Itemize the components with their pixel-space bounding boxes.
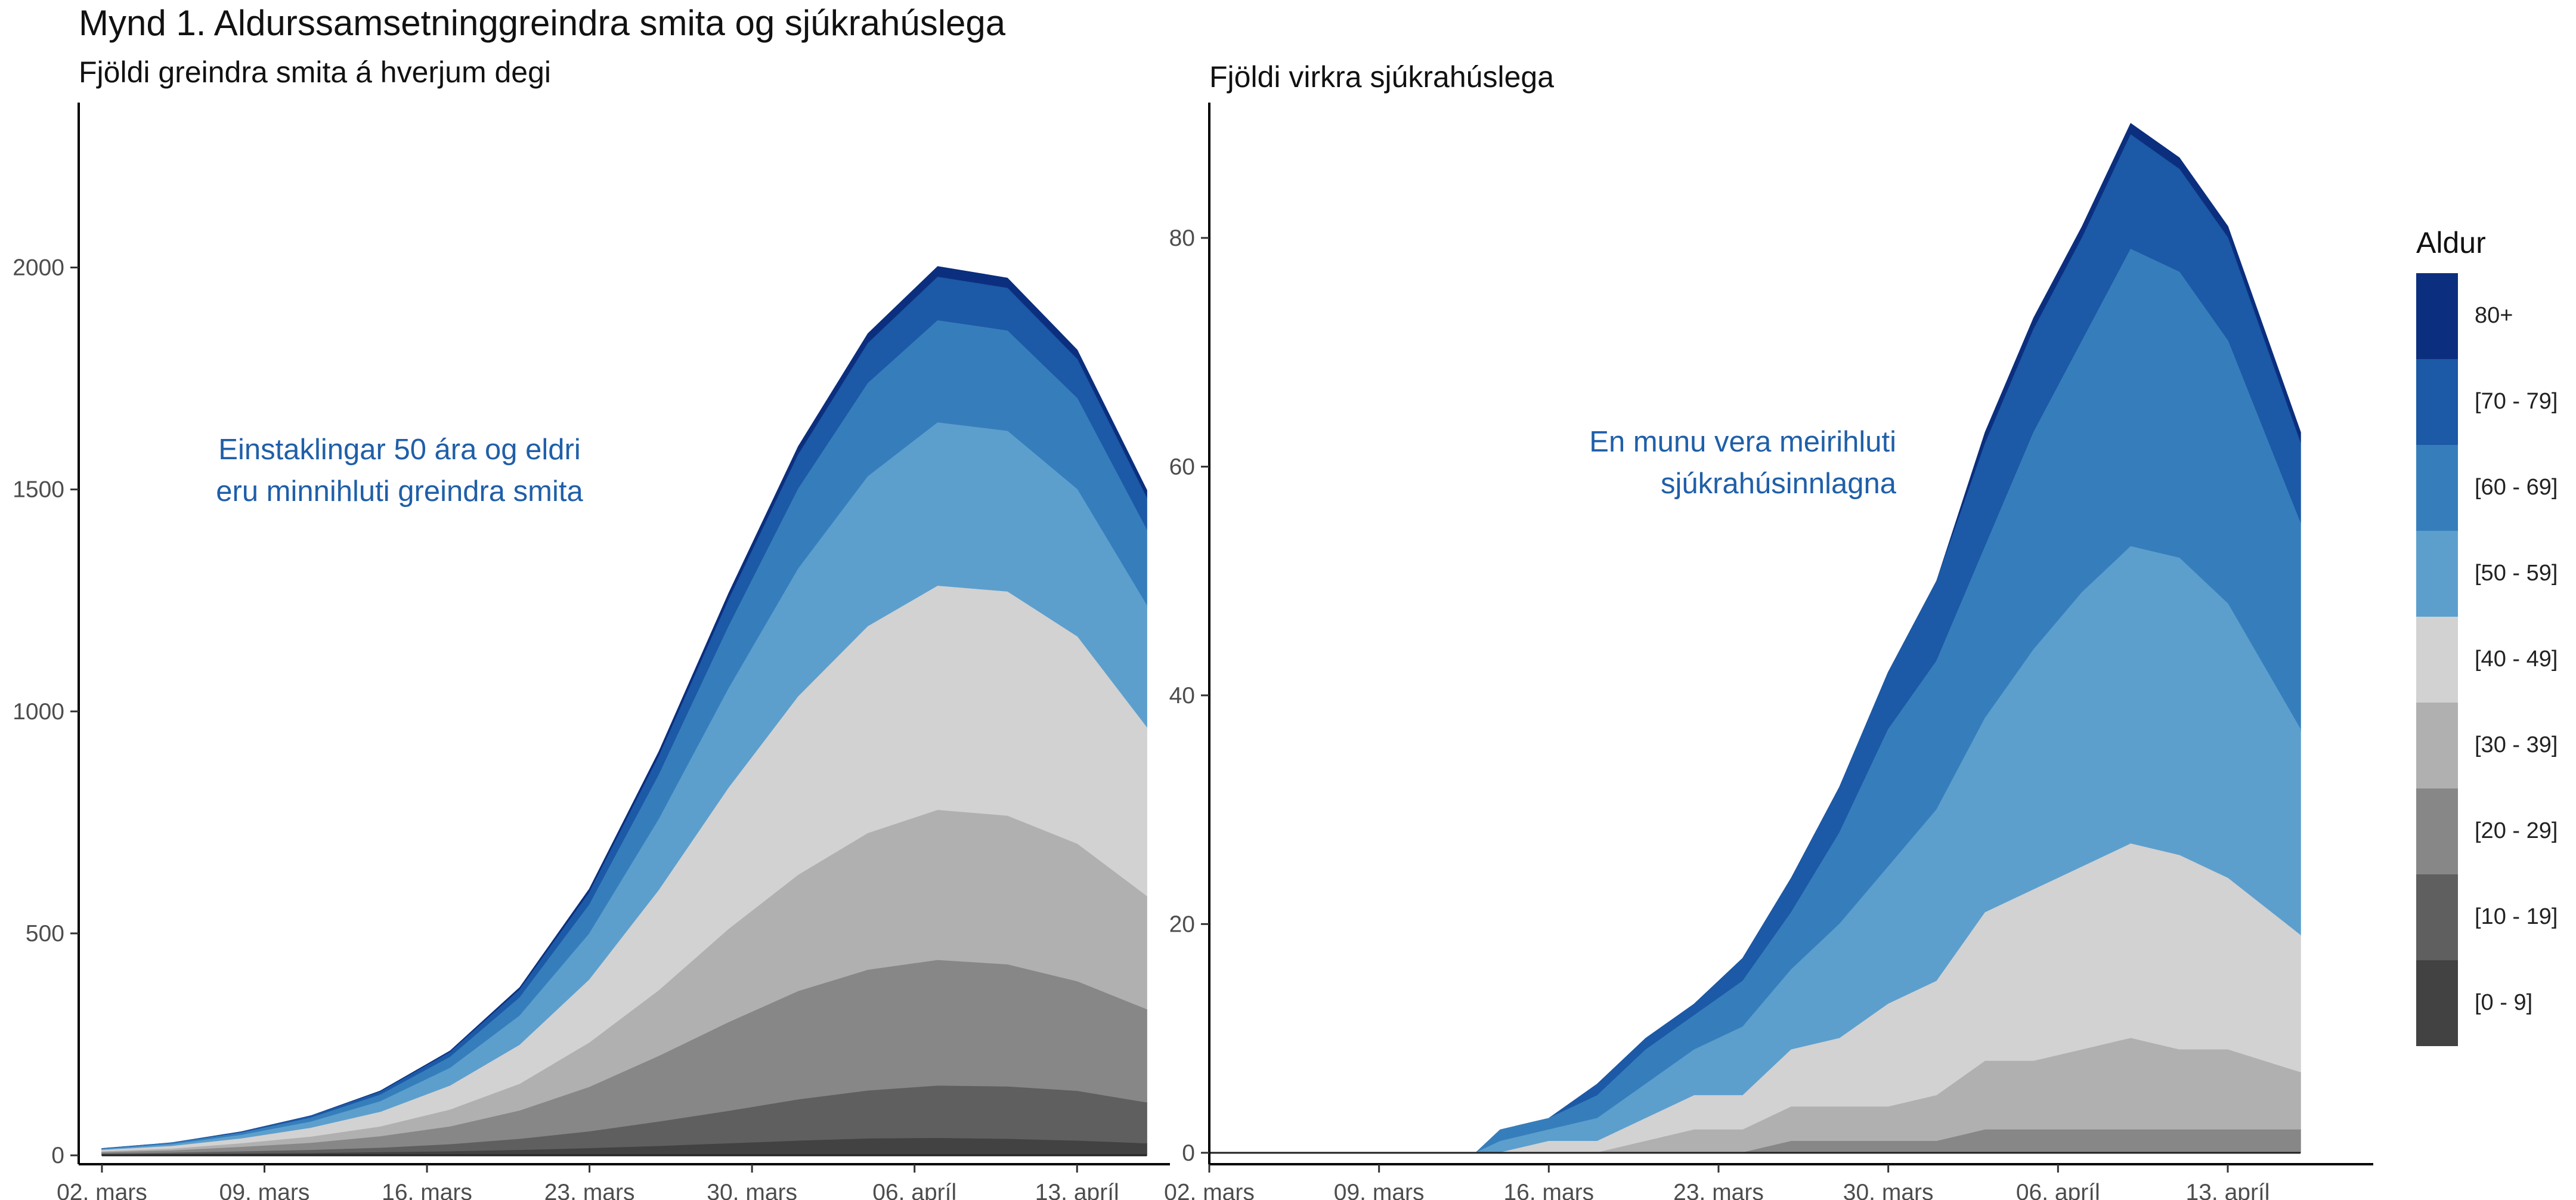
legend-swatch	[2416, 531, 2458, 617]
x-tick-label: 23. mars	[544, 1180, 635, 1200]
legend-label: 80+	[2475, 303, 2513, 328]
figure-title: Mynd 1. Aldurssamsetninggreindra smita o…	[79, 3, 1006, 43]
right-chart-subtitle: Fjöldi virkra sjúkrahúslega	[1209, 60, 1555, 94]
legend-swatch	[2416, 703, 2458, 788]
chart-annotation: Einstaklingar 50 ára og eldri	[218, 434, 580, 466]
y-tick-label: 60	[1169, 454, 1195, 480]
legend-label: [50 - 59]	[2475, 561, 2558, 586]
y-tick-label: 40	[1169, 683, 1195, 709]
chart-annotation: eru minnihluti greindra smita	[216, 475, 583, 508]
y-tick-label: 80	[1169, 225, 1195, 251]
legend-label: [40 - 49]	[2475, 647, 2558, 672]
legend-label: [60 - 69]	[2475, 475, 2558, 500]
y-tick-label: 1500	[13, 477, 64, 503]
legend-title: Aldur	[2416, 226, 2486, 259]
x-tick-label: 16. mars	[1503, 1180, 1594, 1200]
chart-annotation: sjúkrahúsinnlagna	[1661, 468, 1897, 500]
x-tick-label: 09. mars	[219, 1180, 310, 1200]
x-tick-label: 30. mars	[1843, 1180, 1934, 1200]
legend-label: [10 - 19]	[2475, 904, 2558, 929]
legend-swatch	[2416, 445, 2458, 531]
y-tick-label: 0	[51, 1143, 64, 1168]
legend-swatch	[2416, 960, 2458, 1046]
x-tick-label: 06. apríl	[872, 1180, 956, 1200]
left-chart-subtitle: Fjöldi greindra smita á hverjum degi	[79, 55, 552, 89]
y-tick-label: 500	[26, 921, 64, 947]
left-chart-panel: 0 500 1000 1500 2000 02. mars 09. mars 16. mars…	[13, 103, 1170, 1200]
legend-swatch	[2416, 273, 2458, 359]
x-tick-label: 09. mars	[1334, 1180, 1425, 1200]
x-tick-label: 13. apríl	[2186, 1180, 2270, 1200]
x-tick-label: 06. apríl	[2016, 1180, 2100, 1200]
y-tick-label: 1000	[13, 699, 64, 725]
chart-annotation: En munu vera meirihluti	[1589, 426, 1896, 458]
x-tick-label: 02. mars	[1164, 1180, 1255, 1200]
y-tick-label: 0	[1182, 1140, 1195, 1166]
x-tick-label: 23. mars	[1673, 1180, 1764, 1200]
x-tick-label: 30. mars	[707, 1180, 797, 1200]
x-tick-label: 13. apríl	[1035, 1180, 1119, 1200]
legend-label: [20 - 29]	[2475, 818, 2558, 843]
right-chart-panel: 0 20 40 60 80 02. mars 09. mars 16. mars 23. mar…	[1164, 103, 2373, 1200]
legend-label: [0 - 9]	[2475, 990, 2533, 1015]
x-tick-label: 02. mars	[57, 1180, 147, 1200]
x-tick-label: 16. mars	[382, 1180, 472, 1200]
legend-label: [70 - 79]	[2475, 389, 2558, 414]
y-tick-label: 20	[1169, 911, 1195, 937]
legend-swatch	[2416, 617, 2458, 703]
legend-swatch	[2416, 359, 2458, 445]
legend-label: [30 - 39]	[2475, 732, 2558, 757]
y-tick-label: 2000	[13, 255, 64, 281]
legend-swatch	[2416, 874, 2458, 960]
legend-swatch	[2416, 788, 2458, 874]
